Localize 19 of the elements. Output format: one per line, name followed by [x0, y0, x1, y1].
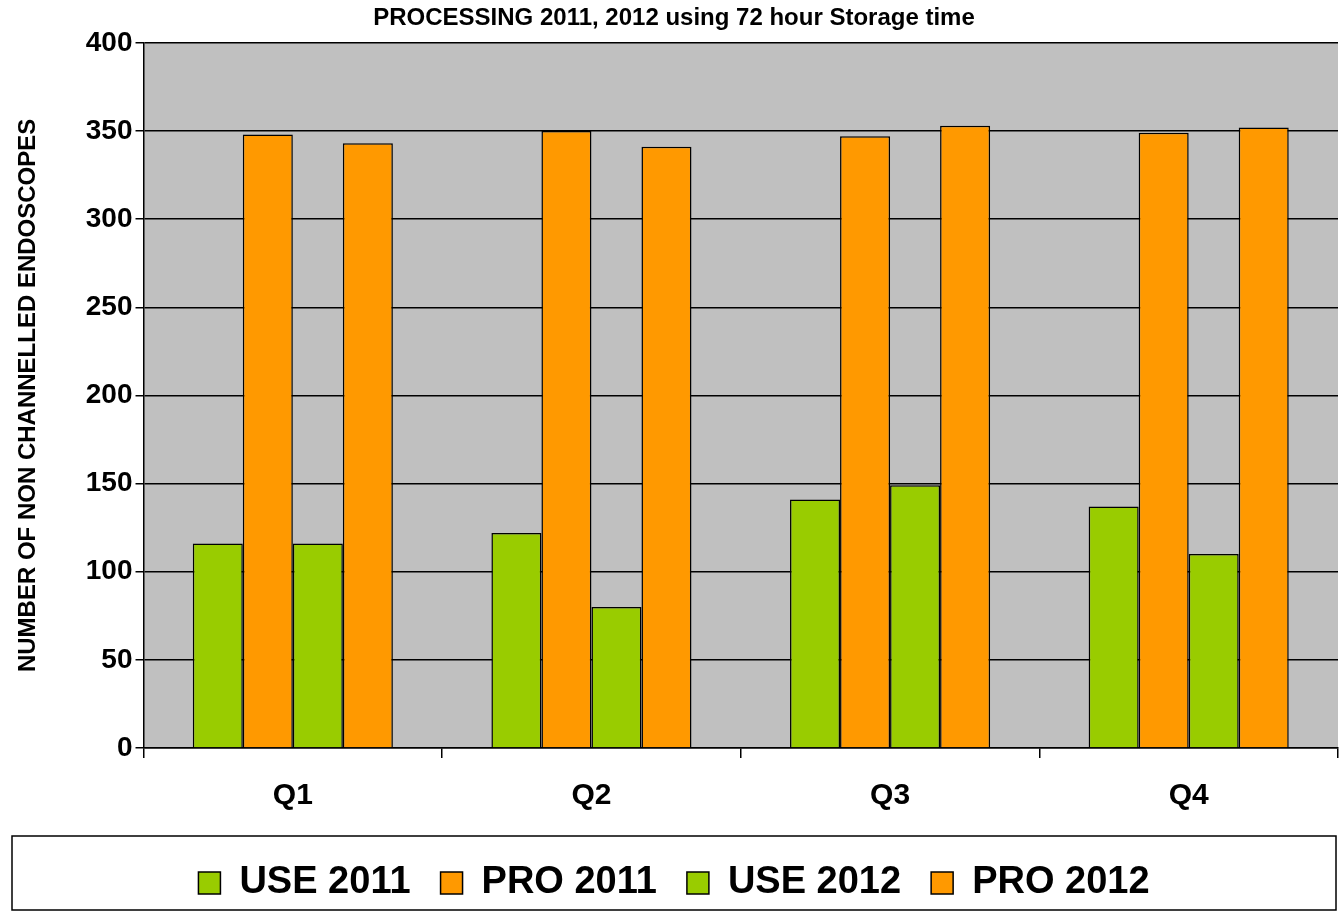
y-axis-title: NUMBER OF NON CHANNELLED ENDOSCOPES [13, 118, 41, 673]
y-tick-label: 350 [85, 113, 133, 145]
x-tick-label: Q2 [571, 777, 612, 811]
y-tick-label: 100 [85, 554, 133, 586]
legend-label: USE 2012 [727, 859, 902, 902]
x-tick-label: Q3 [870, 777, 911, 811]
chart-title: PROCESSING 2011, 2012 using 72 hour Storage time [373, 3, 975, 31]
y-tick-label: 250 [85, 289, 133, 321]
y-tick-label: 300 [85, 201, 133, 233]
y-tick-label: 50 [101, 642, 133, 674]
y-tick-label: 0 [116, 730, 133, 762]
y-tick-label: 400 [85, 25, 133, 57]
y-tick-label: 200 [85, 378, 133, 410]
x-tick-label: Q4 [1168, 777, 1210, 811]
x-tick-label: Q1 [272, 777, 313, 811]
legend-label: PRO 2012 [972, 859, 1150, 902]
legend-label: USE 2011 [239, 859, 411, 902]
y-tick-label: 150 [85, 466, 133, 498]
legend-label: PRO 2011 [481, 859, 657, 902]
